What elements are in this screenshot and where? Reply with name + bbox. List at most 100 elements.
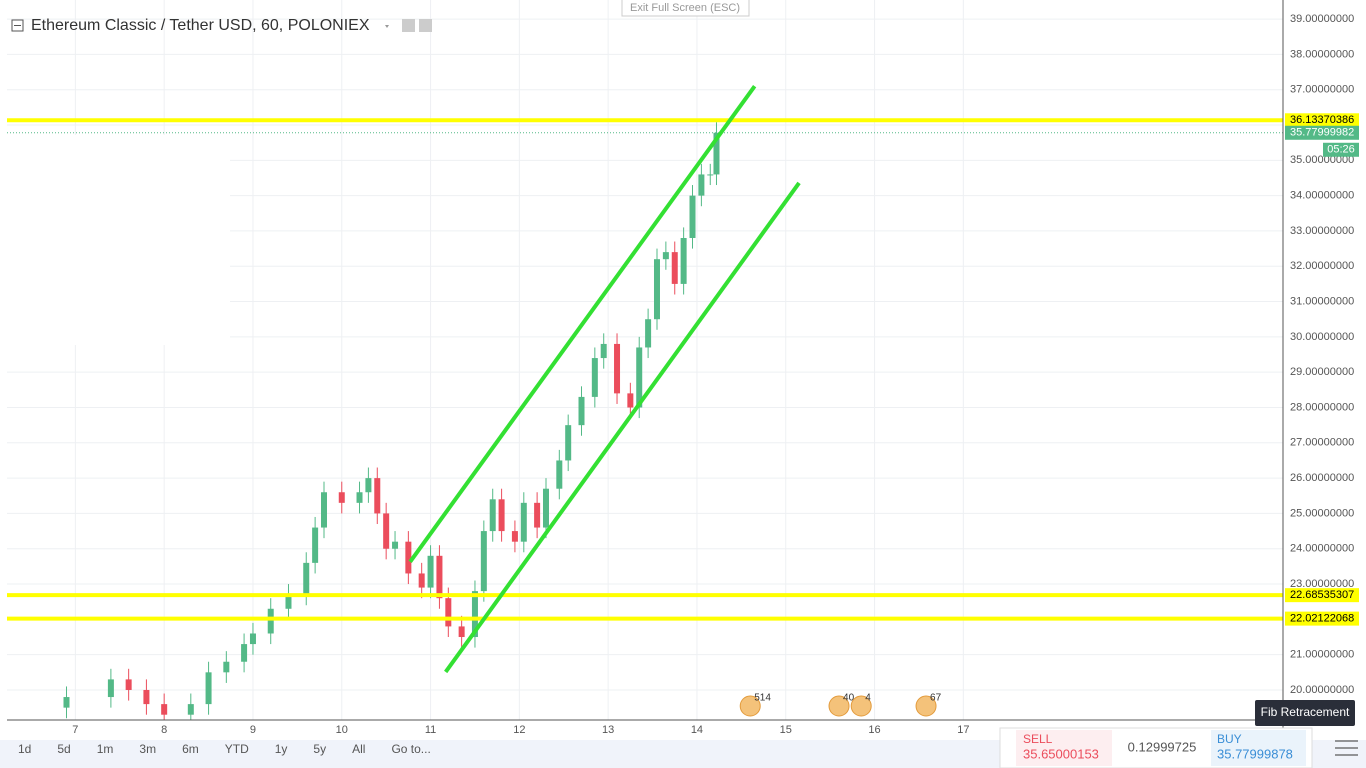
candle-body <box>458 626 465 638</box>
y-tick-label: 39.00000000 <box>1290 13 1354 25</box>
candle-body <box>445 598 452 627</box>
range-button[interactable]: 6m <box>182 742 199 756</box>
range-button[interactable]: All <box>352 742 365 756</box>
buy-price: 35.77999878 <box>1217 746 1293 761</box>
event-icon <box>850 695 872 717</box>
event-label: 514 <box>754 693 771 704</box>
sell-button[interactable] <box>1016 730 1112 766</box>
current-price-bg <box>1285 125 1359 140</box>
current-price-label: 35.77999982 <box>1290 127 1354 139</box>
range-button[interactable]: 5d <box>57 742 70 756</box>
candle-body <box>418 573 425 588</box>
candle-body <box>511 531 518 542</box>
candle-body <box>365 478 372 493</box>
range-button[interactable]: 5y <box>313 742 326 756</box>
candle-body <box>321 492 328 528</box>
price-label: 22.68535307 <box>1290 589 1354 601</box>
x-tick-label: 13 <box>602 724 614 736</box>
range-button[interactable]: Go to... <box>391 742 430 756</box>
y-tick-label: 25.00000000 <box>1290 507 1354 519</box>
candle-body <box>645 319 652 348</box>
y-tick-label: 33.00000000 <box>1290 225 1354 237</box>
candle-body <box>689 195 696 238</box>
candle-body <box>63 697 70 708</box>
tooltip-text: Fib Retracement <box>1261 705 1350 719</box>
y-tick-label: 21.00000000 <box>1290 649 1354 661</box>
event-icon <box>828 695 850 717</box>
candle-body <box>107 679 114 698</box>
price-label-bg <box>1285 113 1359 128</box>
range-buttons: 1d 5d 1m 3m 6m YTD 1y 5y All Go to... <box>18 742 431 756</box>
channel-line <box>408 84 757 563</box>
y-tick-label: 23.00000000 <box>1290 578 1354 590</box>
candle-body <box>187 704 194 715</box>
range-button[interactable]: 1m <box>97 742 114 756</box>
range-button[interactable]: YTD <box>225 742 249 756</box>
y-tick-label: 26.00000000 <box>1290 472 1354 484</box>
settings-icon[interactable] <box>402 19 415 32</box>
y-tick-label: 29.00000000 <box>1290 366 1354 378</box>
candle-body <box>374 478 381 514</box>
candle-body <box>534 502 541 528</box>
candle-body <box>542 488 549 528</box>
chart-title: Ethereum Classic / Tether USD, 60, POLON… <box>31 17 370 34</box>
price-label-bg <box>1285 588 1359 603</box>
candle-body <box>241 644 248 662</box>
candle-body <box>436 555 443 599</box>
candle-body <box>471 591 478 638</box>
y-tick-label: 32.00000000 <box>1290 260 1354 272</box>
candle-body <box>636 347 643 408</box>
exit-fullscreen-label: Exit Full Screen (ESC) <box>630 2 740 14</box>
candle-body <box>405 541 412 574</box>
event-icon <box>739 695 761 717</box>
x-tick-label: 17 <box>957 724 969 736</box>
y-tick-label: 24.00000000 <box>1290 543 1354 555</box>
price-label: 36.13370386 <box>1290 114 1354 126</box>
candle-body <box>303 562 310 595</box>
candle-body <box>223 661 230 673</box>
candle-body <box>489 499 496 532</box>
candle-body <box>267 608 274 634</box>
buy-button[interactable] <box>1211 730 1306 766</box>
candle-body <box>578 396 585 426</box>
candle-body <box>627 393 634 408</box>
x-tick-label: 9 <box>250 724 256 736</box>
y-tick-label: 30.00000000 <box>1290 331 1354 343</box>
menu-icon[interactable] <box>1335 740 1358 756</box>
countdown-bg <box>1323 142 1359 157</box>
range-button[interactable]: 1d <box>18 742 31 756</box>
x-tick-label: 14 <box>691 724 703 736</box>
channel-line <box>444 181 801 674</box>
buy-label: BUY <box>1217 732 1242 746</box>
candle-body <box>427 555 434 588</box>
price-label-bg <box>1285 611 1359 626</box>
x-tick-label: 10 <box>336 724 348 736</box>
candle-body <box>671 252 678 284</box>
axes: 20.0000000021.0000000022.0000000023.0000… <box>72 13 1359 736</box>
dropdown-arrow[interactable] <box>385 25 389 28</box>
sell-price: 35.65000153 <box>1023 746 1099 761</box>
candle-body <box>707 174 714 176</box>
candle-body <box>498 499 505 532</box>
y-tick-label: 28.00000000 <box>1290 401 1354 413</box>
x-tick-label: 12 <box>513 724 525 736</box>
range-button[interactable]: 3m <box>139 742 156 756</box>
event-icon <box>915 695 937 717</box>
settings-icon[interactable] <box>419 19 432 32</box>
candle-body <box>125 679 132 690</box>
candle-body <box>713 132 720 175</box>
candle-body <box>392 541 399 549</box>
candle-body <box>383 513 390 549</box>
candle-body <box>312 527 319 563</box>
exit-fullscreen[interactable] <box>621 0 750 17</box>
range-button[interactable]: 1y <box>275 742 288 756</box>
candle-body <box>249 633 256 645</box>
candle-body <box>556 460 563 489</box>
tooltip <box>1255 700 1355 726</box>
y-tick-label: 37.00000000 <box>1290 84 1354 96</box>
x-tick-label: 7 <box>72 724 78 736</box>
candle-body <box>356 492 363 503</box>
price-label: 22.02122068 <box>1290 613 1354 625</box>
